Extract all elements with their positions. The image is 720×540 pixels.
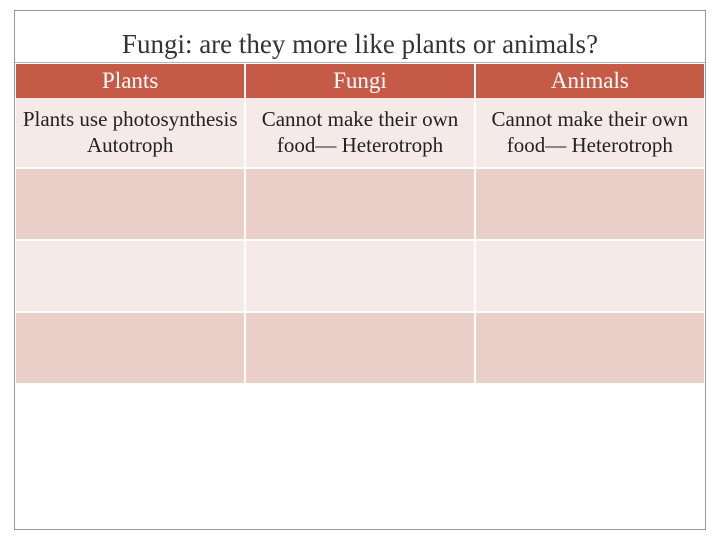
table-row bbox=[16, 312, 704, 384]
table-row bbox=[16, 168, 704, 240]
table-cell bbox=[475, 240, 704, 312]
table-header-row: Plants Fungi Animals bbox=[16, 64, 704, 98]
table-cell bbox=[475, 312, 704, 384]
table-cell bbox=[16, 240, 245, 312]
table-cell bbox=[16, 312, 245, 384]
column-header-animals: Animals bbox=[475, 64, 704, 98]
comparison-table: Plants Fungi Animals Plants use photosyn… bbox=[16, 64, 704, 385]
column-header-plants: Plants bbox=[16, 64, 245, 98]
table-cell: Cannot make their own food— Heterotroph bbox=[475, 98, 704, 168]
table-cell bbox=[245, 240, 474, 312]
column-header-fungi: Fungi bbox=[245, 64, 474, 98]
slide-title: Fungi: are they more like plants or anim… bbox=[15, 11, 705, 62]
table-cell bbox=[475, 168, 704, 240]
slide-container: Fungi: are they more like plants or anim… bbox=[14, 10, 706, 530]
table-cell bbox=[16, 168, 245, 240]
table-cell: Plants use photosynthesis Autotroph bbox=[16, 98, 245, 168]
table-row: Plants use photosynthesis Autotroph Cann… bbox=[16, 98, 704, 168]
table-row bbox=[16, 240, 704, 312]
table-cell bbox=[245, 168, 474, 240]
table-cell: Cannot make their own food— Heterotroph bbox=[245, 98, 474, 168]
title-divider bbox=[15, 62, 705, 63]
table-cell bbox=[245, 312, 474, 384]
